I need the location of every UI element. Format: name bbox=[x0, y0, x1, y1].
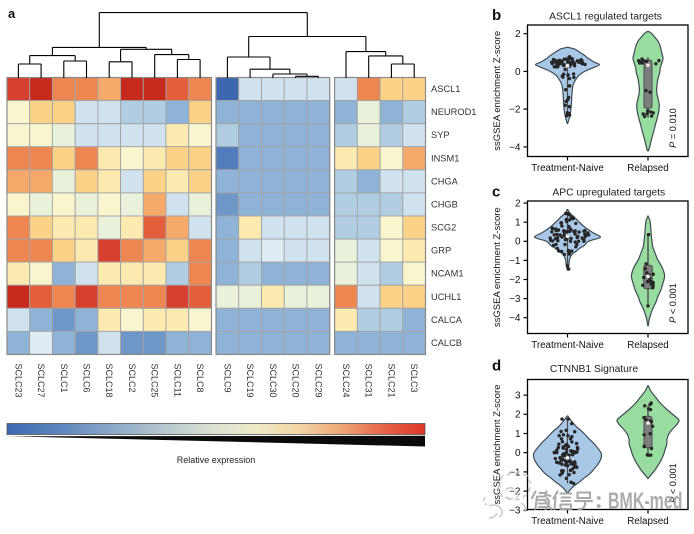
svg-text:0: 0 bbox=[515, 448, 521, 459]
svg-text:2: 2 bbox=[515, 29, 521, 40]
svg-text:ASCL1 regulated targets: ASCL1 regulated targets bbox=[549, 12, 662, 23]
svg-text:1: 1 bbox=[515, 429, 521, 440]
svg-text:CHGA: CHGA bbox=[431, 176, 459, 186]
svg-text:2: 2 bbox=[515, 199, 521, 210]
svg-text:BMK-med: BMK-med bbox=[608, 488, 683, 514]
svg-text:a: a bbox=[8, 6, 16, 21]
svg-text:3: 3 bbox=[515, 391, 521, 402]
svg-text:P = 0.010: P = 0.010 bbox=[668, 108, 678, 148]
svg-text:ssGSEA enrichment Z-score: ssGSEA enrichment Z-score bbox=[492, 31, 503, 151]
svg-text:SCLC29: SCLC29 bbox=[313, 364, 323, 398]
svg-text:ssGSEA enrichment Z-score: ssGSEA enrichment Z-score bbox=[492, 385, 503, 505]
svg-text:APC upregulated targets: APC upregulated targets bbox=[552, 188, 665, 199]
svg-text:SCLC9: SCLC9 bbox=[222, 364, 232, 393]
svg-text:SCLC30: SCLC30 bbox=[268, 364, 278, 398]
svg-text:Treatment-Naive: Treatment-Naive bbox=[531, 163, 604, 174]
svg-text:SCLC1: SCLC1 bbox=[59, 364, 69, 393]
svg-text:SCLC31: SCLC31 bbox=[364, 364, 374, 398]
svg-text:SCLC11: SCLC11 bbox=[172, 364, 182, 397]
svg-text:Treatment-Naive: Treatment-Naive bbox=[531, 516, 604, 527]
svg-text:GRP: GRP bbox=[431, 246, 451, 256]
svg-text:SCLC2: SCLC2 bbox=[127, 364, 137, 393]
svg-text:SCLC27: SCLC27 bbox=[36, 364, 46, 398]
svg-text:P < 0.001: P < 0.001 bbox=[668, 463, 678, 503]
svg-text:d: d bbox=[492, 358, 501, 375]
svg-text:−2: −2 bbox=[509, 105, 521, 116]
svg-text:SCLC24: SCLC24 bbox=[341, 364, 351, 398]
svg-text:−4: −4 bbox=[509, 142, 521, 153]
svg-text:−3: −3 bbox=[509, 506, 521, 517]
svg-text:b: b bbox=[492, 7, 501, 24]
svg-text:SYP: SYP bbox=[431, 130, 450, 140]
svg-text:SCLC23: SCLC23 bbox=[13, 364, 23, 398]
svg-text:UCHL1: UCHL1 bbox=[431, 292, 461, 302]
svg-text:CALCB: CALCB bbox=[431, 338, 462, 348]
svg-text:CHGB: CHGB bbox=[431, 199, 458, 209]
svg-text:−4: −4 bbox=[509, 313, 521, 324]
svg-text:Relapsed: Relapsed bbox=[627, 340, 668, 351]
svg-text:Relative expression: Relative expression bbox=[177, 455, 256, 465]
svg-text:SCLC18: SCLC18 bbox=[104, 364, 114, 398]
svg-text:−1: −1 bbox=[509, 467, 521, 478]
svg-text:SCLC6: SCLC6 bbox=[82, 364, 92, 393]
svg-text:Relapsed: Relapsed bbox=[627, 516, 668, 527]
svg-text:P < 0.001: P < 0.001 bbox=[668, 283, 678, 323]
svg-text:c: c bbox=[492, 184, 500, 201]
svg-text:SCLC25: SCLC25 bbox=[150, 364, 160, 398]
svg-text:SCLC3: SCLC3 bbox=[409, 364, 419, 393]
svg-text:NCAM1: NCAM1 bbox=[431, 269, 464, 279]
svg-text:0: 0 bbox=[515, 67, 521, 78]
svg-text:−2: −2 bbox=[509, 275, 521, 286]
svg-text:CALCA: CALCA bbox=[431, 315, 463, 325]
svg-text:SCLC21: SCLC21 bbox=[386, 364, 396, 398]
svg-text:Relapsed: Relapsed bbox=[627, 163, 668, 174]
svg-text:−3: −3 bbox=[509, 294, 521, 305]
svg-text:0: 0 bbox=[515, 237, 521, 248]
svg-text:SCLC20: SCLC20 bbox=[291, 364, 301, 398]
svg-text:ssGSEA enrichment Z-score: ssGSEA enrichment Z-score bbox=[492, 207, 503, 327]
svg-text:−1: −1 bbox=[509, 256, 521, 267]
svg-text:SCLC19: SCLC19 bbox=[245, 364, 255, 398]
svg-text:NEUROD1: NEUROD1 bbox=[431, 107, 476, 117]
svg-text:SCG2: SCG2 bbox=[431, 223, 456, 233]
svg-text:CTNNB1 Signature: CTNNB1 Signature bbox=[550, 364, 638, 375]
svg-text:2: 2 bbox=[515, 410, 521, 421]
svg-text:Treatment-Naive: Treatment-Naive bbox=[531, 340, 604, 351]
svg-text:1: 1 bbox=[515, 218, 521, 229]
svg-text:SCLC8: SCLC8 bbox=[195, 364, 205, 393]
svg-text:ASCL1: ASCL1 bbox=[431, 84, 460, 94]
svg-text:INSM1: INSM1 bbox=[431, 153, 459, 163]
